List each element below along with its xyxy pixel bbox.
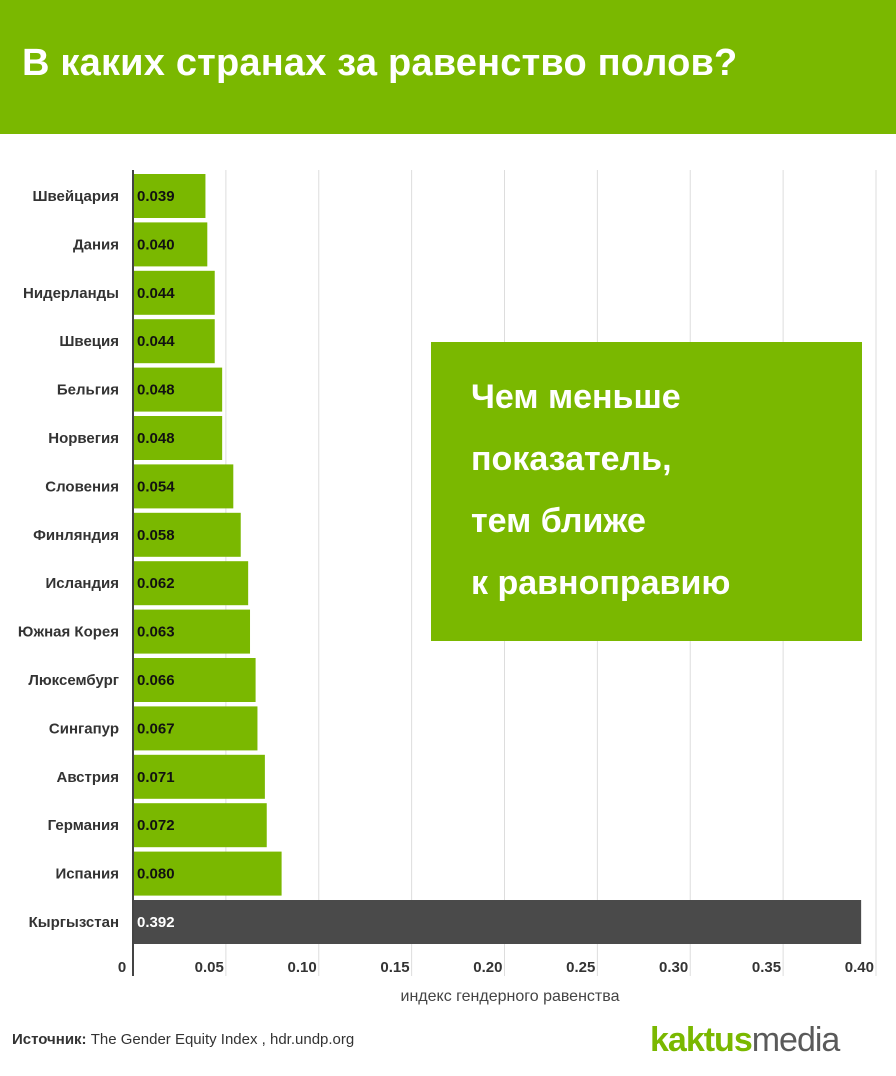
logo-media: media [751,1021,841,1059]
source-label: Источник: [12,1031,87,1048]
callout-line-2: показатель, [471,440,672,478]
y-tick-label: Словения [45,478,119,495]
source-note: Источник: The Gender Equity Index , hdr.… [12,1031,354,1048]
bar-chart: 0.039 Швейцария 0.040 Дания 0.044 Нидерланды 0… [18,170,877,1005]
x-tick-label: 0.25 [566,959,595,976]
bar-value-label: 0.054 [137,478,175,495]
x-tick-label: 0.15 [380,959,409,976]
x-tick-label: 0.30 [659,959,688,976]
bar [133,754,265,799]
bar-value-label: 0.392 [137,914,175,931]
y-tick-label: Исландия [45,575,119,592]
bar-value-label: 0.044 [137,285,175,302]
y-tick-label: Австрия [56,769,119,786]
header-banner: В каких странах за равенство полов? [0,0,896,134]
callout-line-1: Чем меньше [471,378,681,416]
bar [133,270,215,315]
y-tick-label: Дания [73,236,119,253]
bar-value-label: 0.058 [137,527,175,544]
y-tick-label: Люксембург [28,672,119,689]
y-tick-label: Южная Корея [18,624,119,641]
bar-value-label: 0.062 [137,575,175,592]
bar [133,561,249,606]
bar [133,319,215,364]
x-tick-label: 0 [118,959,126,976]
bar-value-label: 0.066 [137,672,175,689]
y-tick-label: Бельгия [57,382,119,399]
y-tick-label: Швейцария [32,188,119,205]
bar [133,512,241,557]
x-tick-label: 0.10 [288,959,317,976]
source-text: The Gender Equity Index , hdr.undp.org [86,1031,355,1048]
x-tick-label: 0.05 [195,959,224,976]
x-tick-label: 0.35 [752,959,781,976]
bar-value-label: 0.067 [137,720,175,737]
bar [133,900,862,944]
y-tick-label: Германия [48,817,119,834]
y-tick-label: Швеция [59,333,119,350]
logo-kaktus: kaktus [650,1021,753,1059]
bar-value-label: 0.072 [137,817,175,834]
bar [133,658,256,702]
x-tick-label: 0.40 [845,959,874,976]
bar [133,367,223,412]
callout-line-4: к равноправию [471,564,731,602]
bar [133,464,234,509]
bar-value-label: 0.048 [137,430,175,447]
y-tick-label: Норвегия [48,430,119,447]
bar [133,609,251,654]
bar-value-label: 0.039 [137,188,175,205]
bar-value-label: 0.044 [137,333,175,350]
kaktus-media-logo: kaktusmedia [650,1021,841,1061]
callout-box: Чем меньше показатель, тем ближе к равно… [431,342,862,641]
bar [133,851,282,896]
bar [133,706,258,751]
bar [133,803,267,848]
bar [133,174,206,218]
bar-value-label: 0.063 [137,624,175,641]
callout-line-3: тем ближе [471,502,646,540]
x-tick-label: 0.20 [473,959,502,976]
bar [133,416,223,460]
x-axis-label: индекс гендерного равенства [401,988,620,1005]
y-tick-label: Сингапур [49,720,119,737]
bar [133,222,208,267]
bar-value-label: 0.080 [137,866,175,883]
bar-value-label: 0.048 [137,382,175,399]
bar-value-label: 0.071 [137,769,175,786]
y-tick-label: Финляндия [33,527,119,544]
bar-value-label: 0.040 [137,236,175,253]
chart-title: В каких странах за равенство полов? [22,42,738,84]
y-tick-label: Испания [55,866,119,883]
y-tick-label: Нидерланды [23,285,119,302]
y-tick-label: Кыргызстан [29,914,119,931]
